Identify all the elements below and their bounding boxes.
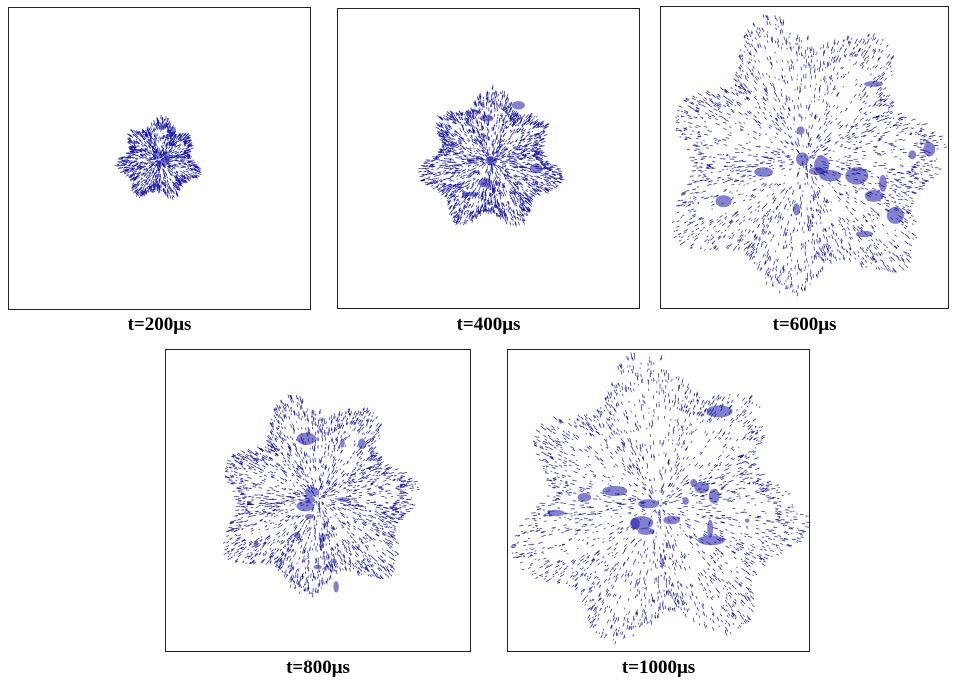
particle-cluster (602, 485, 628, 497)
particle-scatter-image (222, 394, 420, 598)
particle-cluster (637, 527, 655, 535)
particle-cluster (478, 178, 493, 188)
particle-cluster (744, 518, 750, 523)
particle-scatter-image (510, 352, 811, 645)
particle-cluster (923, 142, 936, 157)
particle-cluster (160, 123, 169, 128)
particle-cluster (855, 230, 874, 238)
particle-cluster (529, 163, 543, 174)
particle-cluster (908, 150, 917, 160)
particle-streaks (114, 114, 202, 201)
particle-cluster (814, 155, 830, 174)
particle-cluster (845, 167, 869, 185)
particle-cluster (864, 81, 884, 87)
fragment-cloud-panel (507, 349, 811, 652)
particle-scatter-image (417, 84, 565, 227)
particle-cluster (754, 167, 773, 177)
particle-cluster (333, 581, 339, 593)
fragment-cloud-panel (660, 6, 949, 309)
particle-cluster (707, 519, 714, 538)
particle-cluster (886, 206, 904, 224)
particle-cluster (690, 479, 698, 487)
particle-cluster (547, 509, 565, 517)
particle-cluster (467, 158, 476, 164)
particle-cluster (296, 432, 317, 445)
panel-caption: t=800μs (286, 657, 350, 678)
particle-streaks (671, 14, 947, 297)
particle-cluster (663, 515, 680, 525)
particle-streaks (510, 352, 811, 645)
particle-cluster (715, 195, 732, 208)
fragment-cloud-panel (337, 8, 640, 309)
particle-cluster (318, 534, 327, 542)
particle-cluster (165, 152, 171, 160)
particle-cluster (449, 143, 456, 148)
particle-cluster (152, 151, 163, 160)
particle-scatter-image (114, 114, 202, 201)
particle-cluster (171, 126, 176, 135)
particle-cluster (156, 160, 162, 165)
particle-cluster (638, 499, 660, 509)
particle-cluster (792, 203, 800, 216)
particle-cluster (293, 531, 301, 539)
particle-cluster (796, 152, 809, 166)
fragment-cloud-panel (165, 349, 471, 652)
particle-cluster (708, 488, 720, 504)
particle-cluster (864, 190, 884, 202)
particle-cluster (457, 138, 462, 144)
particle-scatter-image (671, 14, 947, 297)
particle-cluster (337, 497, 350, 502)
particle-cluster (304, 487, 320, 497)
particle-cluster (879, 174, 887, 192)
particle-cluster (706, 405, 733, 418)
particle-cluster (253, 540, 259, 549)
particle-cluster (697, 535, 725, 546)
particle-cluster (511, 101, 525, 110)
particle-cluster (464, 191, 479, 197)
panel-caption: t=1000μs (621, 657, 696, 678)
panel-caption: t=200μs (127, 314, 192, 335)
particle-cluster (796, 126, 805, 135)
particle-cluster (304, 514, 314, 519)
panel-caption: t=400μs (456, 314, 521, 335)
particle-cluster (296, 501, 315, 512)
particle-streaks (417, 84, 565, 227)
particle-cluster (577, 492, 592, 502)
particle-cluster (313, 564, 322, 570)
particle-cluster (479, 114, 494, 122)
fragment-cloud-panel (8, 7, 311, 310)
particle-cluster (487, 156, 494, 164)
particle-cluster (682, 497, 689, 505)
particle-cluster (164, 158, 170, 163)
particle-cluster (358, 438, 366, 450)
particle-cluster (694, 481, 710, 494)
particle-cluster (340, 438, 345, 448)
particle-cluster (630, 516, 654, 530)
particle-streaks (222, 394, 420, 598)
panel-caption: t=600μs (772, 314, 837, 335)
